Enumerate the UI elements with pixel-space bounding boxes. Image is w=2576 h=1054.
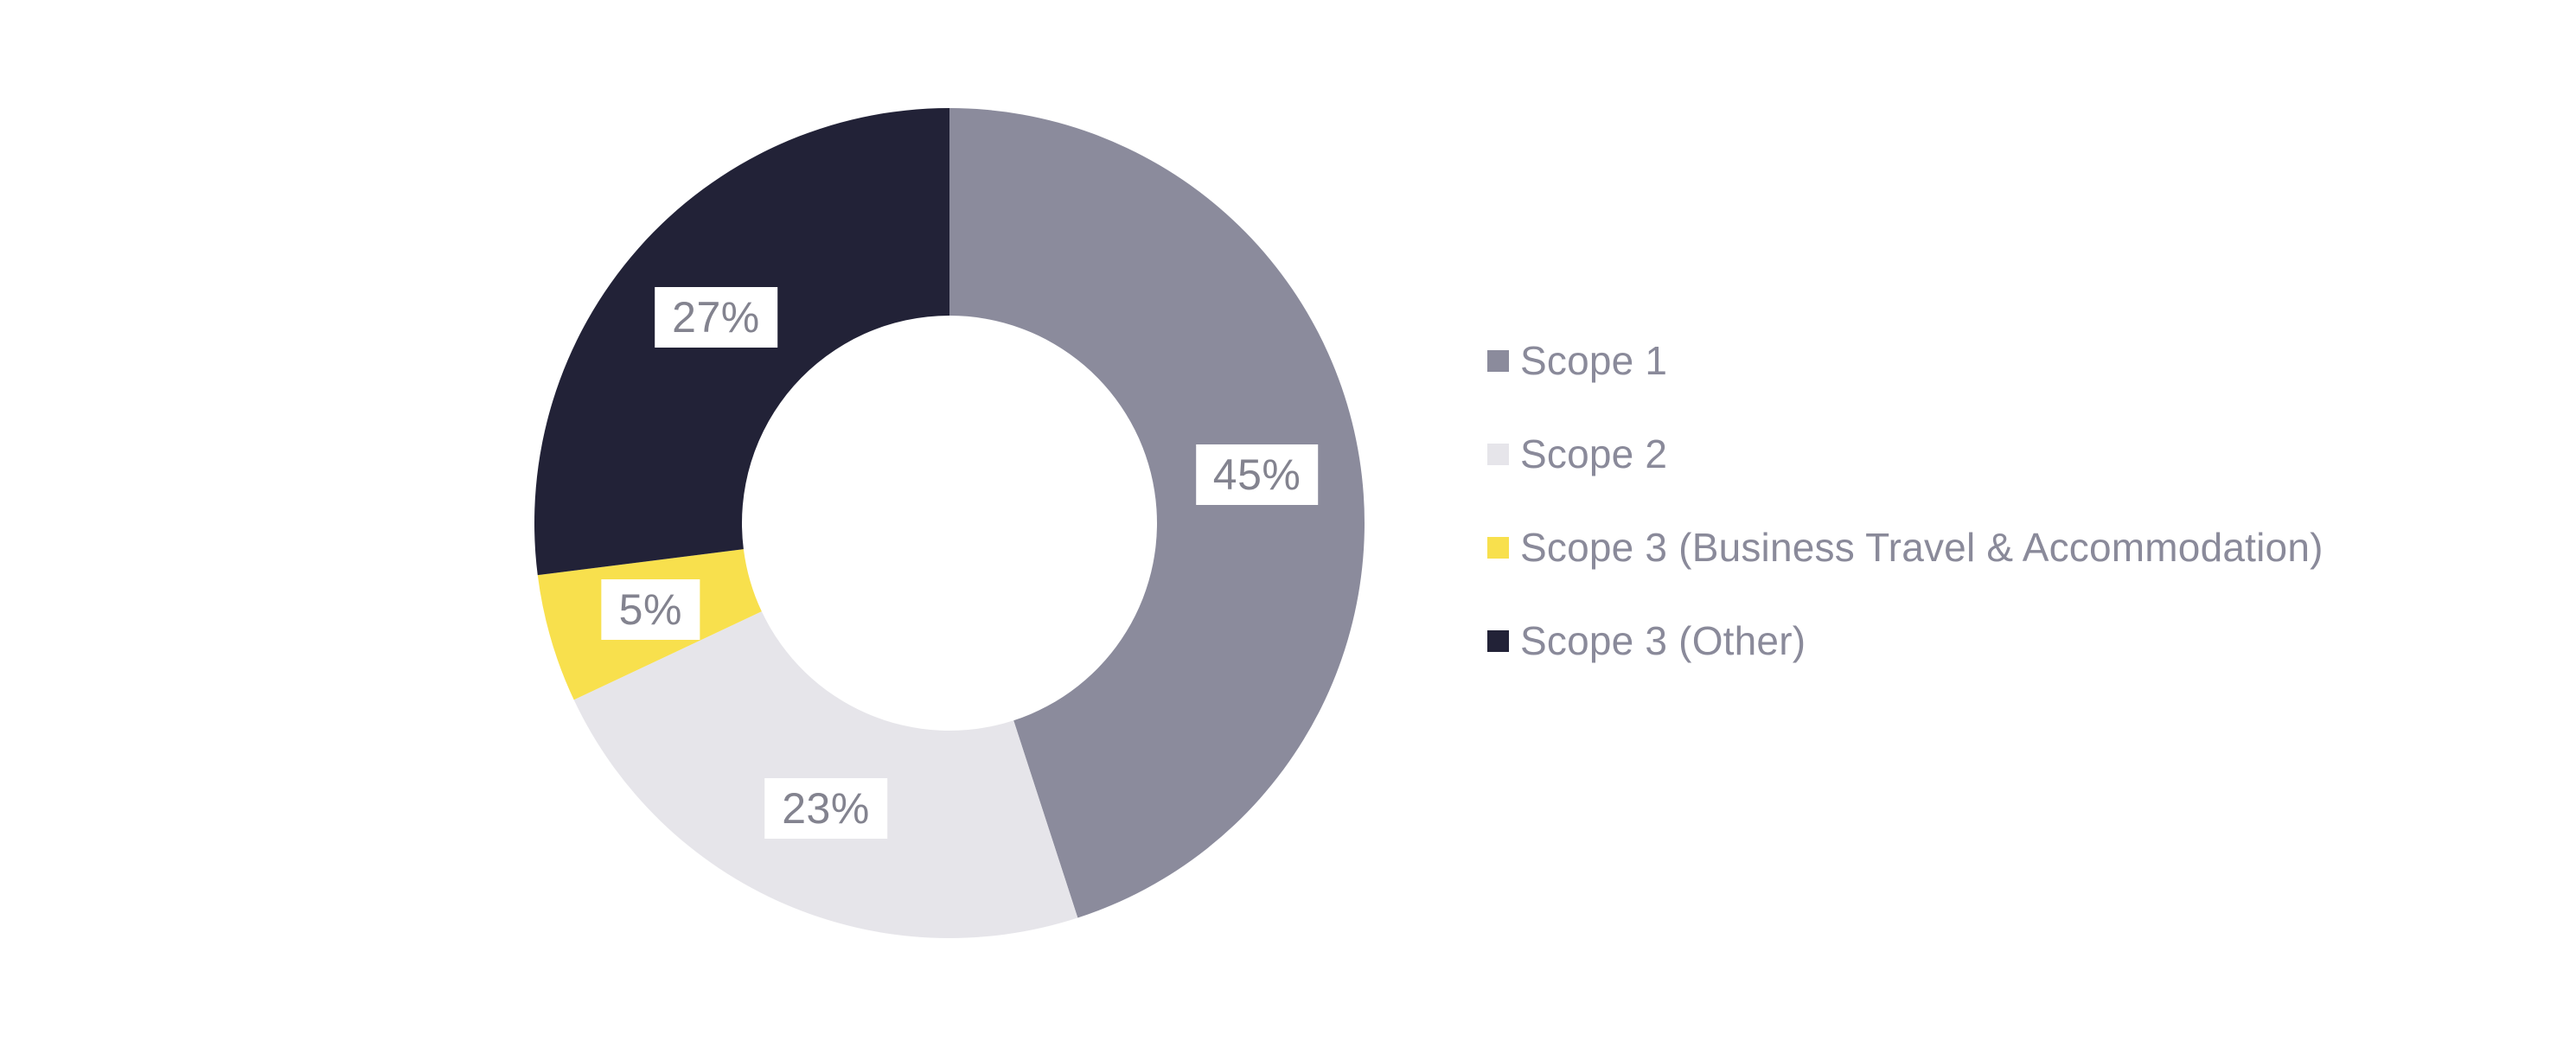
donut-slice-1: [949, 108, 1365, 918]
legend: Scope 1 Scope 2 Scope 3 (Business Travel…: [1487, 336, 2324, 710]
legend-swatch-scope-3-business-travel: [1487, 536, 1509, 559]
legend-item-scope-3-other: Scope 3 (Other): [1487, 616, 2324, 665]
slice-label-4: 27%: [655, 286, 777, 348]
legend-swatch-scope-2: [1487, 443, 1509, 465]
legend-label-scope-3-other: Scope 3 (Other): [1520, 618, 1806, 663]
slice-label-3: 5%: [601, 579, 700, 641]
slice-label-1: 45%: [1195, 444, 1319, 505]
legend-swatch-scope-3-other: [1487, 629, 1509, 652]
legend-item-scope-2: Scope 2: [1487, 430, 2324, 478]
slice-label-2: 23%: [764, 778, 887, 840]
legend-swatch-scope-1: [1487, 349, 1509, 372]
legend-label-scope-1: Scope 1: [1520, 338, 1668, 383]
legend-label-scope-3-business-travel: Scope 3 (Business Travel & Accommodation…: [1520, 525, 2324, 570]
legend-label-scope-2: Scope 2: [1520, 431, 1668, 476]
legend-item-scope-3-business-travel: Scope 3 (Business Travel & Accommodation…: [1487, 523, 2324, 572]
legend-item-scope-1: Scope 1: [1487, 336, 2324, 385]
donut-slice-2: [573, 611, 1078, 938]
